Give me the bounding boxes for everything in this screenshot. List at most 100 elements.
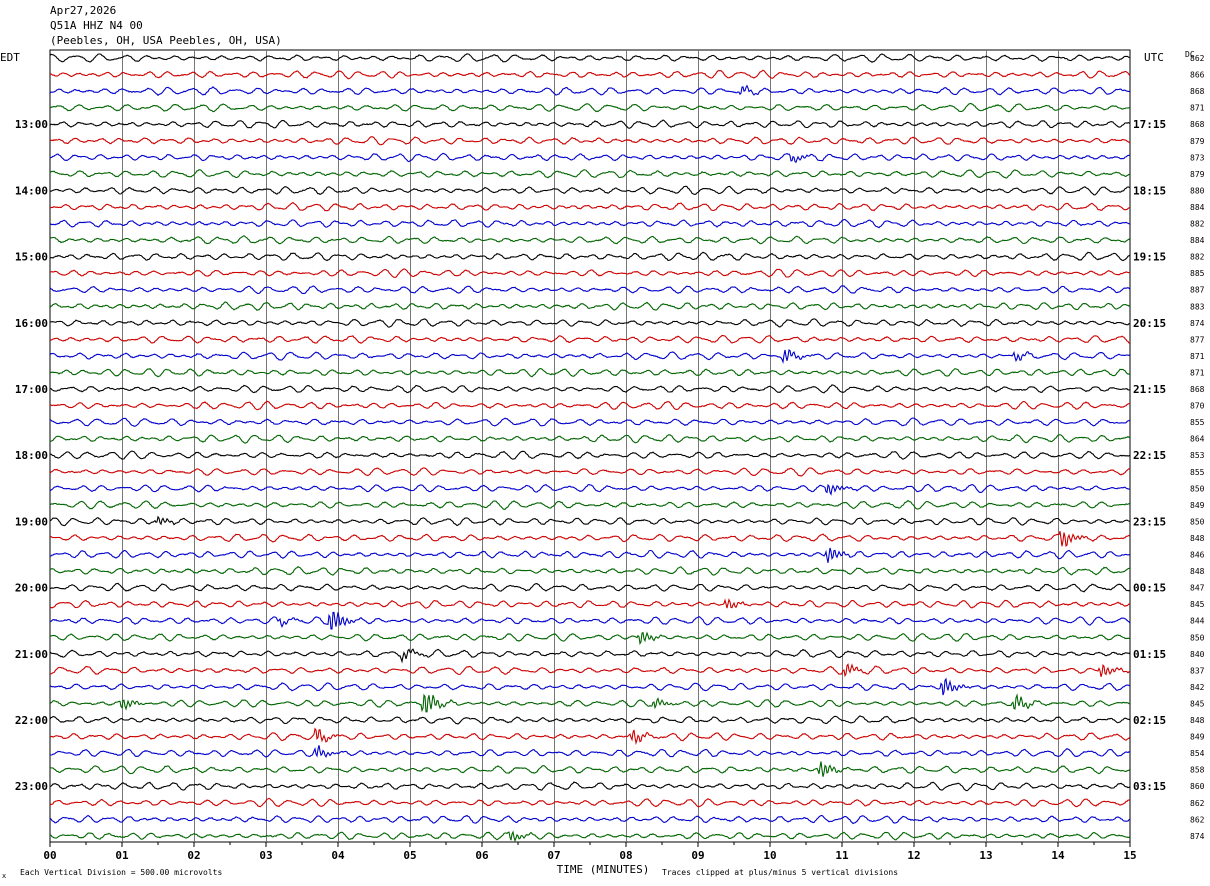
dc-offset-value: 870 bbox=[1190, 402, 1205, 411]
seismic-trace bbox=[49, 318, 1130, 328]
right-timezone-label: UTC bbox=[1144, 51, 1164, 64]
dc-offset-value: 868 bbox=[1190, 87, 1205, 96]
edt-hour-label: 19:00 bbox=[15, 515, 48, 528]
seismic-trace bbox=[49, 201, 1131, 212]
edt-hour-label: 21:00 bbox=[15, 648, 48, 661]
seismic-trace bbox=[49, 467, 1131, 477]
seismic-trace bbox=[49, 631, 1131, 646]
x-tick-label: 13 bbox=[979, 849, 992, 862]
seismic-trace bbox=[49, 434, 1131, 444]
seismic-trace bbox=[49, 185, 1131, 196]
dc-offset-value: 866 bbox=[1190, 71, 1205, 80]
dc-offset-value: 853 bbox=[1190, 451, 1205, 460]
dc-offset-value: 862 bbox=[1190, 54, 1205, 63]
dc-offset-value: 850 bbox=[1190, 484, 1205, 493]
dc-offset-value: 855 bbox=[1190, 418, 1205, 427]
dc-offset-value: 882 bbox=[1190, 253, 1205, 262]
x-tick-label: 08 bbox=[619, 849, 632, 862]
seismic-trace bbox=[49, 745, 1131, 758]
x-tick-label: 03 bbox=[259, 849, 272, 862]
dc-offset-value: 845 bbox=[1190, 600, 1205, 609]
seismic-trace bbox=[49, 830, 1131, 843]
edt-hour-label: 13:00 bbox=[15, 118, 48, 131]
x-tick-label: 01 bbox=[115, 849, 129, 862]
dc-offset-value: 864 bbox=[1190, 435, 1205, 444]
dc-offset-value: 846 bbox=[1190, 551, 1205, 560]
dc-offset-value: 850 bbox=[1190, 633, 1205, 642]
seismic-trace bbox=[49, 727, 1131, 746]
dc-offset-value: 847 bbox=[1190, 584, 1205, 593]
scale-note: Each Vertical Division = 500.00 microvol… bbox=[20, 868, 222, 877]
seismic-trace bbox=[49, 102, 1131, 113]
dc-offset-value: 877 bbox=[1190, 335, 1205, 344]
seismic-trace bbox=[49, 565, 1131, 576]
seismic-trace bbox=[49, 334, 1131, 344]
dc-offset-value: 868 bbox=[1190, 120, 1205, 129]
seismic-trace bbox=[49, 814, 1131, 825]
x-axis-label: TIME (MINUTES) bbox=[557, 863, 650, 876]
seismic-trace bbox=[49, 400, 1131, 411]
seismic-trace bbox=[49, 301, 1131, 311]
dc-offset-value: 840 bbox=[1190, 650, 1205, 659]
left-timezone-label: EDT bbox=[0, 51, 20, 64]
dc-offset-value: 854 bbox=[1190, 749, 1205, 758]
edt-hour-label: 20:00 bbox=[15, 582, 48, 595]
corner-mark: x bbox=[2, 872, 6, 880]
dc-offset-value: 879 bbox=[1190, 137, 1205, 146]
dc-offset-value: 871 bbox=[1190, 368, 1205, 377]
seismic-trace bbox=[49, 677, 1131, 696]
chart-date: Apr27,2026 bbox=[50, 4, 117, 17]
dc-offset-value: 871 bbox=[1190, 352, 1205, 361]
seismic-trace bbox=[49, 136, 1131, 146]
dc-offset-value: 849 bbox=[1190, 733, 1205, 742]
seismic-trace bbox=[49, 797, 1131, 808]
clip-note: Traces clipped at plus/minus 5 vertical … bbox=[662, 868, 898, 877]
seismic-trace bbox=[49, 531, 1131, 547]
seismic-trace bbox=[49, 169, 1131, 179]
x-tick-label: 10 bbox=[763, 849, 776, 862]
dc-offset-value: 884 bbox=[1190, 203, 1205, 212]
dc-offset-value: 862 bbox=[1190, 815, 1205, 824]
seismic-trace bbox=[49, 715, 1131, 725]
x-tick-label: 04 bbox=[331, 849, 345, 862]
seismic-trace bbox=[49, 384, 1131, 394]
edt-hour-label: 22:00 bbox=[15, 714, 48, 727]
seismic-trace bbox=[50, 611, 1131, 630]
station-location: (Peebles, OH, USA Peebles, OH, USA) bbox=[50, 34, 282, 47]
dc-offset-value: 837 bbox=[1190, 666, 1205, 675]
utc-hour-label: 22:15 bbox=[1133, 449, 1166, 462]
utc-hour-label: 17:15 bbox=[1133, 118, 1166, 131]
seismic-trace bbox=[49, 582, 1131, 593]
dc-offset-value: 879 bbox=[1190, 170, 1205, 179]
seismic-trace bbox=[49, 84, 1131, 97]
station-title: Q51A HHZ N4 00 bbox=[50, 19, 143, 32]
dc-offset-value: 848 bbox=[1190, 534, 1205, 543]
dc-offset-value: 884 bbox=[1190, 236, 1205, 245]
x-tick-label: 07 bbox=[547, 849, 560, 862]
x-tick-label: 11 bbox=[835, 849, 849, 862]
seismic-trace bbox=[49, 119, 1131, 129]
seismic-trace bbox=[49, 417, 1131, 427]
edt-hour-label: 16:00 bbox=[15, 317, 48, 330]
utc-hour-label: 02:15 bbox=[1133, 714, 1166, 727]
seismic-trace bbox=[49, 218, 1131, 229]
dc-offset-value: 883 bbox=[1190, 302, 1205, 311]
seismic-trace bbox=[49, 53, 1131, 63]
x-tick-label: 00 bbox=[43, 849, 56, 862]
plot-frame bbox=[49, 49, 1131, 843]
dc-offset-value: 887 bbox=[1190, 286, 1205, 295]
dc-offset-value: 855 bbox=[1190, 468, 1205, 477]
seismic-trace bbox=[49, 152, 1131, 164]
dc-offset-value: 874 bbox=[1190, 832, 1205, 841]
seismic-trace bbox=[49, 450, 1131, 460]
utc-hour-label: 18:15 bbox=[1133, 184, 1166, 197]
seismic-trace bbox=[49, 648, 1131, 664]
x-tick-label: 05 bbox=[403, 849, 416, 862]
utc-hour-label: 21:15 bbox=[1133, 383, 1166, 396]
utc-hour-label: 00:15 bbox=[1133, 582, 1166, 595]
utc-hour-label: 01:15 bbox=[1133, 648, 1166, 661]
seismic-trace bbox=[49, 367, 1131, 378]
seismic-trace bbox=[49, 761, 1131, 777]
dc-offset-value: 848 bbox=[1190, 567, 1205, 576]
